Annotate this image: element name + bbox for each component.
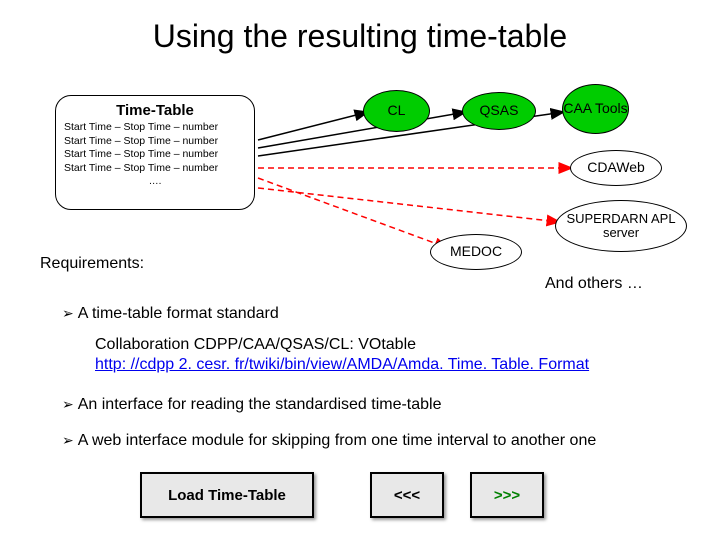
bullet-web-interface: A web interface module for skipping from… [62,432,596,450]
timetable-row: Start Time – Stop Time – number [64,162,246,176]
bullet-format-standard: A time-table format standard [62,305,279,323]
and-others-label: And others … [545,275,643,293]
next-interval-button[interactable]: >>> [470,472,544,518]
timetable-row: Start Time – Stop Time – number [64,148,246,162]
node-caa-tools: CAA Tools [562,84,629,134]
node-superdarn: SUPERDARN APL server [555,200,687,252]
requirements-label: Requirements: [40,255,144,273]
timetable-heading: Time-Table [64,102,246,119]
bullet-read-interface: An interface for reading the standardise… [62,396,442,414]
timetable-box: Time-Table Start Time – Stop Time – numb… [55,95,255,210]
node-medoc: MEDOC [430,234,522,270]
collab-link[interactable]: http: //cdpp 2. cesr. fr/twiki/bin/view/… [95,356,589,373]
timetable-row: Start Time – Stop Time – number [64,121,246,135]
node-cdaweb: CDAWeb [570,150,662,186]
load-timetable-button[interactable]: Load Time-Table [140,472,314,518]
timetable-ellipsis: …. [64,176,246,187]
timetable-row: Start Time – Stop Time – number [64,135,246,149]
node-qsas: QSAS [462,92,536,130]
collab-block: Collaboration CDPP/CAA/QSAS/CL: VOtable … [95,335,589,375]
page-title: Using the resulting time-table [0,18,720,55]
prev-interval-button[interactable]: <<< [370,472,444,518]
collab-text: Collaboration CDPP/CAA/QSAS/CL: VOtable [95,336,416,353]
node-cl: CL [363,90,430,132]
